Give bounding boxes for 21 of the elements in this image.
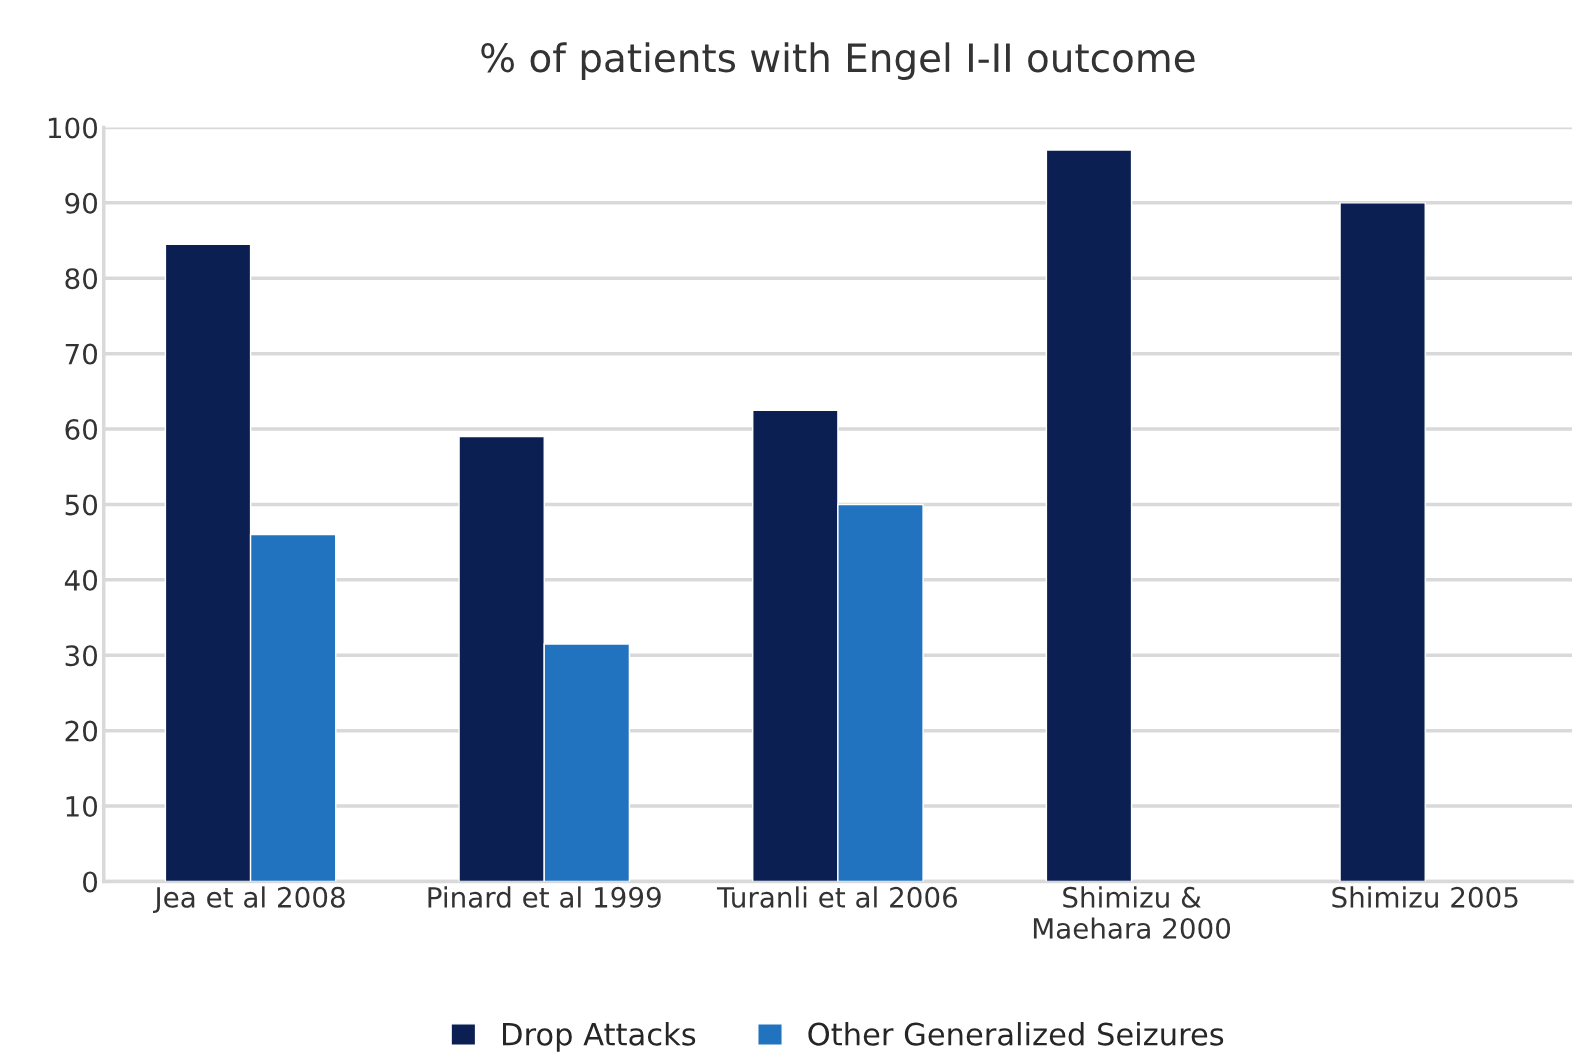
y-tick-label: 70	[65, 343, 98, 365]
y-tick-label: 10	[66, 796, 98, 818]
y-tick-label: 100	[48, 117, 98, 139]
chart-title: % of patients with Engel I-II outcome	[481, 42, 1195, 80]
x-tick-label: Turanli et al 2006	[716, 886, 958, 908]
y-tick-label: 40	[64, 569, 98, 591]
y-tick-label: 20	[65, 720, 98, 742]
x-tick-label: Jea et al 2008	[153, 886, 345, 913]
x-tick-label: Shimizu 2005	[1332, 886, 1518, 908]
y-tick-label: 0	[83, 871, 98, 893]
bar	[1339, 202, 1426, 882]
y-tick-label: 30	[65, 645, 98, 667]
x-tick-label: Pinard et al 1999	[428, 886, 661, 908]
legend-label: Drop Attacks	[503, 1022, 696, 1052]
y-tick-label: 90	[65, 192, 98, 214]
x-tick-label: Shimizu & Maehara 2000	[1033, 886, 1231, 939]
y-tick-label: 80	[65, 268, 98, 290]
bar	[1045, 149, 1133, 882]
y-tick-label: 60	[65, 418, 98, 440]
legend-label: Other Generalized Seizures	[808, 1022, 1224, 1046]
y-tick-label: 50	[65, 494, 98, 516]
